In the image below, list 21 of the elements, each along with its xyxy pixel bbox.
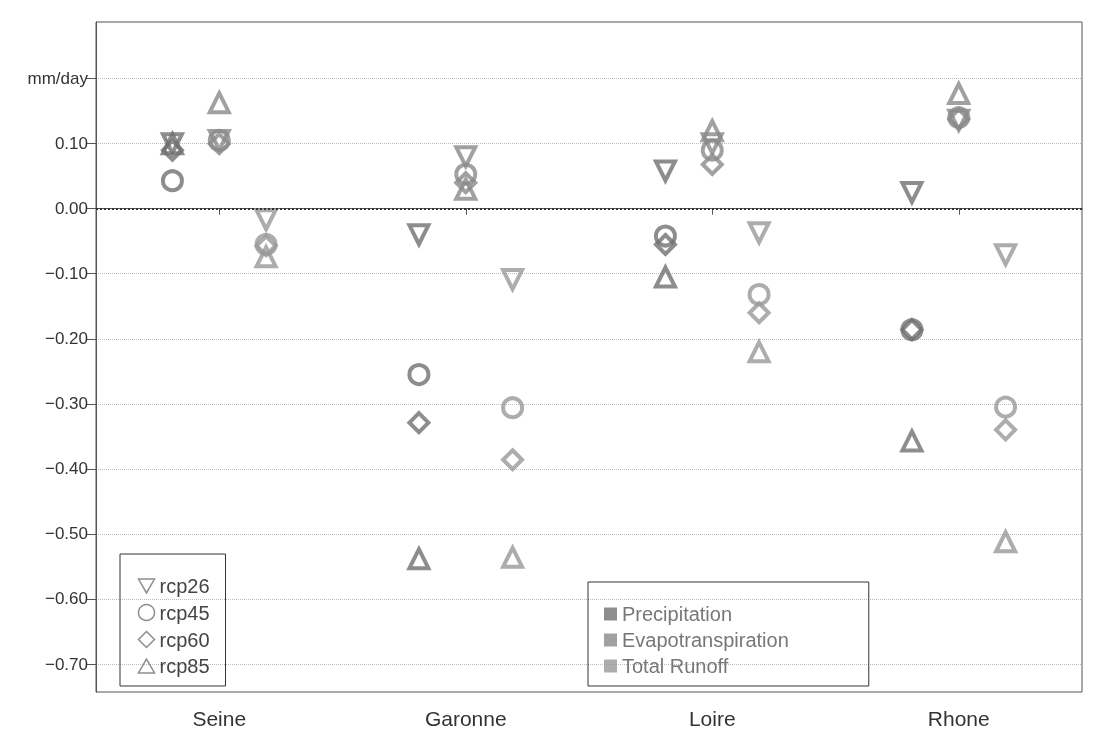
legend-label: rcp26 [159, 575, 210, 597]
y-tick-label: −0.70 [44, 654, 88, 674]
x-tick-label: Seine [192, 707, 247, 730]
legend-label: rcp85 [159, 655, 210, 677]
legend-label: rcp45 [159, 601, 210, 624]
y-tick-label: −0.20 [44, 329, 88, 349]
legend-label: Precipitation [622, 603, 733, 625]
y-tick-label: −0.30 [44, 394, 88, 414]
x-tick-label: Garonne [424, 707, 507, 730]
y-tick-label: 0.00 [54, 199, 88, 219]
y-tick-label: −0.60 [44, 589, 88, 609]
x-tick-label: Rhone [927, 707, 990, 730]
y-tick-label: −0.10 [44, 264, 88, 284]
legend-label: Total Runoff [622, 655, 729, 677]
x-tick-label: Loire [688, 707, 736, 730]
y-tick-label: −0.50 [44, 524, 88, 544]
y-tick-label: 0.10 [54, 134, 88, 154]
y-tick-label: −0.40 [44, 459, 88, 479]
y-tick-label: mm/day [27, 69, 89, 89]
legend-label: Evapotranspiration [622, 629, 789, 651]
legend-label: rcp60 [159, 628, 210, 651]
